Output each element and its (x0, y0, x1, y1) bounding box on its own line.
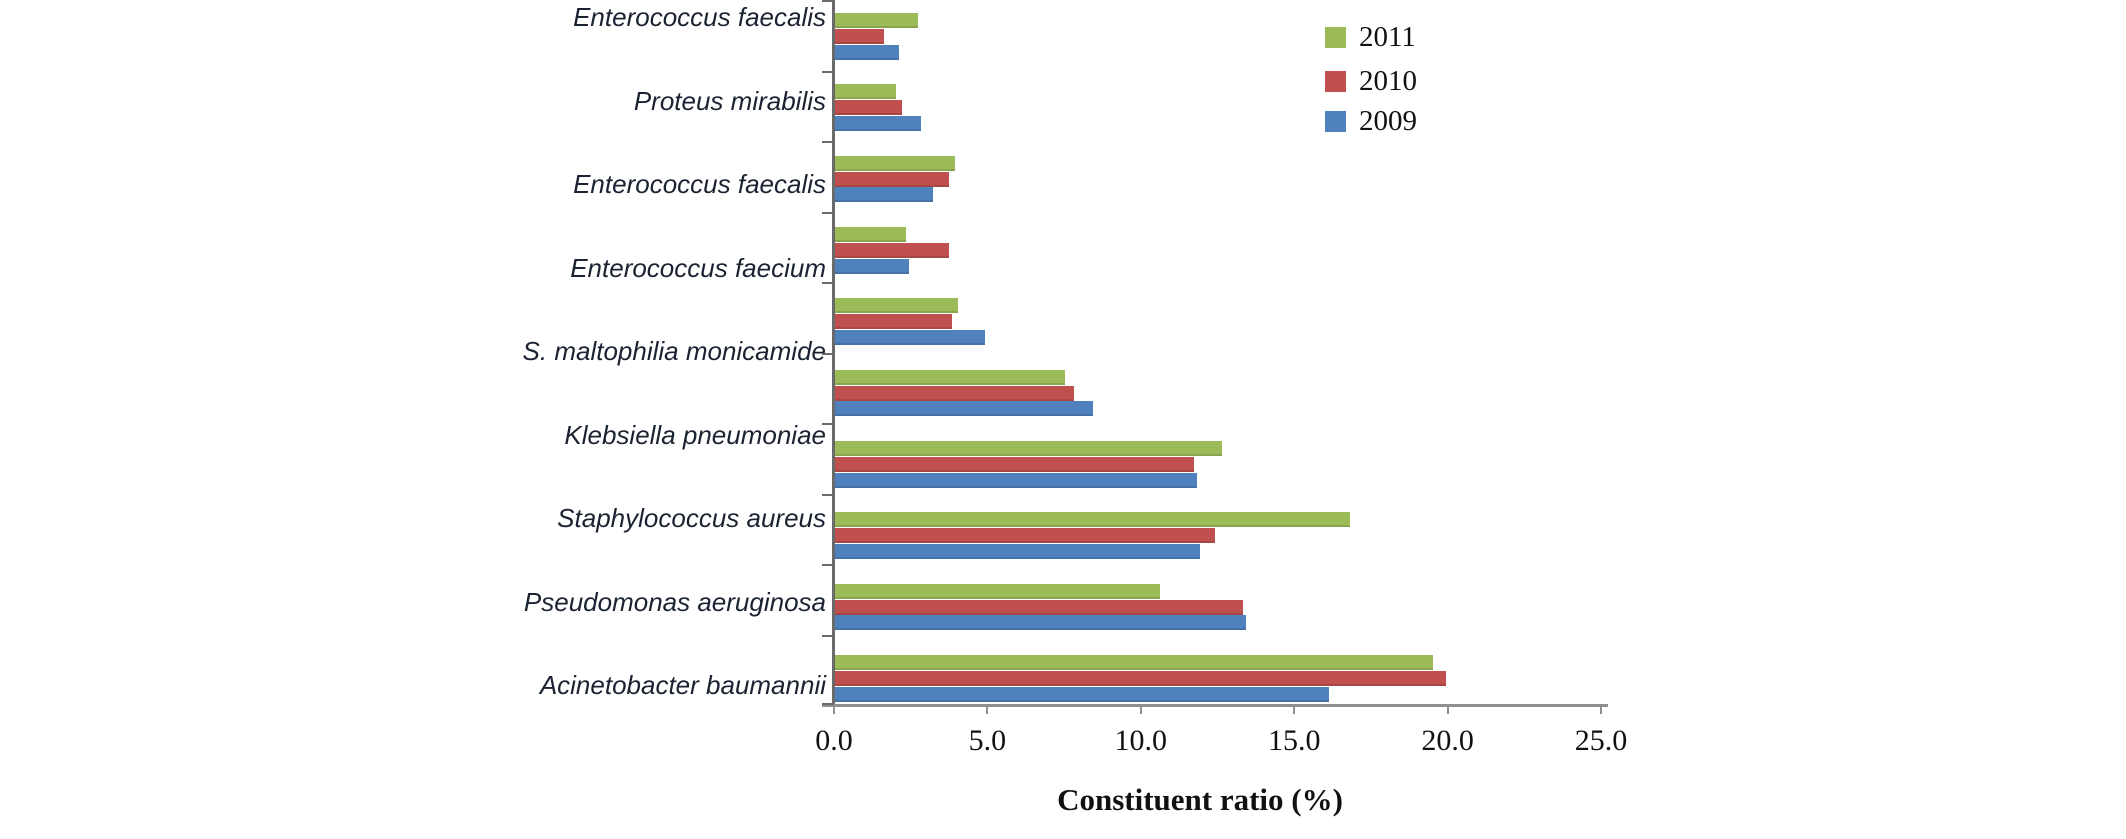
legend-item-2009: 2009 (1325, 105, 1417, 137)
category-label: Enterococcus faecium (570, 252, 826, 283)
x-axis-tick-label: 0.0 (815, 724, 853, 757)
bar-2011 (835, 512, 1351, 528)
x-axis-tick-label: 15.0 (1267, 724, 1321, 757)
category-label: Enterococcus faecalis (573, 2, 826, 32)
y-axis-tick (822, 0, 834, 2)
bar-2011 (835, 227, 906, 243)
legend-label: 2011 (1359, 21, 1416, 53)
category-label: S. maltophilia monicamide (522, 336, 826, 366)
bar-2009 (835, 401, 1093, 417)
y-axis-tick (822, 423, 834, 425)
x-axis-tick (1139, 705, 1142, 714)
bar-2011 (835, 369, 1066, 385)
bar-2010 (835, 242, 949, 258)
bar-2009 (835, 544, 1201, 560)
bar-2011 (835, 583, 1161, 599)
bar-2009 (835, 258, 909, 274)
bar-2010 (835, 599, 1244, 615)
bar-2011 (835, 84, 897, 100)
bar-2011 (835, 655, 1434, 671)
bar-2009 (835, 615, 1247, 631)
y-axis-tick (822, 564, 834, 566)
y-axis-tick (822, 352, 834, 355)
bar-2010 (835, 670, 1446, 686)
legend-item-2011: 2011 (1325, 21, 1416, 53)
bar-2009 (835, 187, 934, 203)
bar-2011 (835, 298, 958, 314)
y-axis-tick (822, 211, 834, 214)
y-axis-tick (822, 703, 834, 705)
category-label: Enterococcus faecalis (573, 169, 826, 199)
bar-2010 (835, 314, 952, 330)
legend-label: 2010 (1359, 65, 1417, 97)
category-label: Klebsiella pneumoniae (564, 419, 826, 450)
legend-swatch-icon (1325, 26, 1346, 48)
y-axis-tick (822, 141, 834, 143)
x-axis-tick (1600, 705, 1602, 714)
y-axis-tick (822, 493, 834, 496)
bar-2009 (835, 330, 986, 345)
bar-2010 (835, 100, 903, 116)
x-axis-tick-label: 10.0 (1114, 724, 1168, 757)
bar-2009 (835, 686, 1329, 702)
y-axis-tick (822, 70, 834, 73)
legend-item-2010: 2010 (1325, 65, 1417, 97)
category-label: Pseudomonas aeruginosa (523, 586, 826, 617)
bar-2010 (835, 385, 1075, 401)
bar-2010 (835, 528, 1216, 544)
category-label: Acinetobacter baumannii (539, 670, 826, 700)
y-axis-tick (822, 634, 834, 637)
bar-2011 (835, 13, 918, 28)
bar-2011 (835, 441, 1222, 457)
bar-2010 (835, 456, 1194, 472)
bar-2011 (835, 155, 955, 171)
legend-swatch-icon (1325, 110, 1346, 132)
category-label: Staphylococcus aureus (557, 503, 826, 533)
x-axis-tick-label: 25.0 (1574, 724, 1628, 757)
legend-swatch-icon (1325, 70, 1346, 92)
bar-2009 (835, 115, 921, 131)
bar-2009 (835, 44, 900, 60)
x-axis-tick (986, 705, 989, 714)
category-label: Proteus mirabilis (633, 85, 826, 116)
bar-2010 (835, 28, 885, 44)
x-axis-tick (1446, 705, 1449, 714)
y-axis-tick (822, 282, 834, 284)
legend-label: 2009 (1359, 105, 1417, 137)
bar-2009 (835, 472, 1198, 488)
x-axis-tick (833, 705, 835, 714)
x-axis-title: Constituent ratio (%) (1057, 782, 1343, 817)
x-axis-line (822, 704, 1608, 707)
bar-2010 (835, 171, 949, 187)
x-axis-tick-label: 20.0 (1421, 724, 1474, 757)
x-axis-tick-label: 5.0 (968, 724, 1007, 757)
x-axis-tick (1293, 705, 1296, 714)
